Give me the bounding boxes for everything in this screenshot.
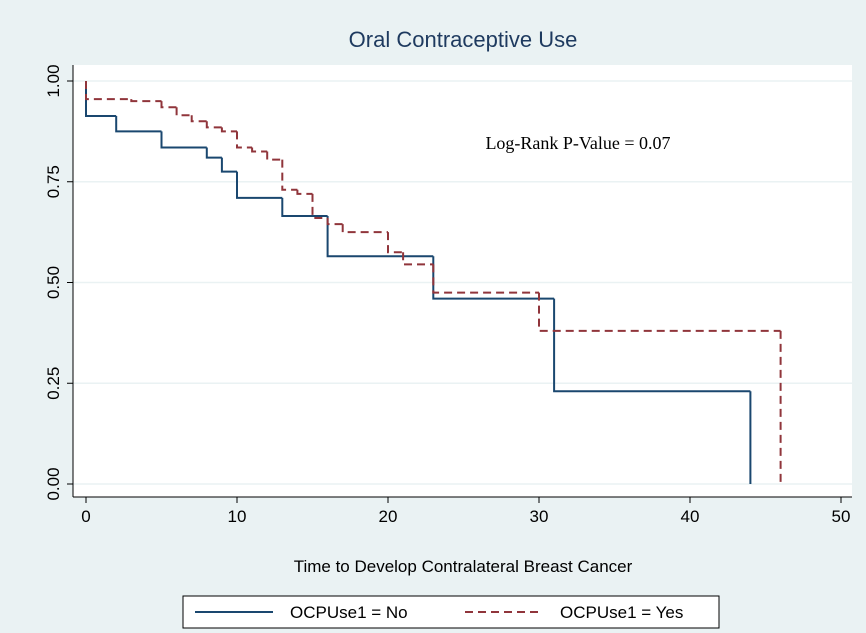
survival-step xyxy=(432,264,539,294)
survival-step xyxy=(115,116,162,133)
survival-step xyxy=(175,107,192,117)
survival-step xyxy=(85,81,132,101)
survival-step xyxy=(341,224,388,234)
x-tick-label: 40 xyxy=(681,507,700,526)
survival-step xyxy=(326,218,343,226)
survival-step xyxy=(205,147,222,159)
y-tick-label: 0.00 xyxy=(44,467,63,500)
x-tick-label: 50 xyxy=(832,507,851,526)
survival-step xyxy=(220,127,237,133)
legend-label: OCPUse1 = No xyxy=(290,603,408,622)
x-tick-label: 0 xyxy=(81,507,90,526)
x-tick-label: 20 xyxy=(379,507,398,526)
y-tick-label: 0.75 xyxy=(44,165,63,198)
survival-step xyxy=(281,197,328,218)
survival-step xyxy=(326,216,434,258)
survival-step xyxy=(553,298,751,393)
survival-step xyxy=(220,157,237,173)
survival-step xyxy=(236,131,253,149)
survival-step xyxy=(402,252,434,266)
survival-step xyxy=(296,189,313,195)
survival-step xyxy=(160,131,207,149)
legend-label: OCPUse1 = Yes xyxy=(560,603,683,622)
survival-step xyxy=(538,292,781,332)
survival-step xyxy=(236,171,283,199)
survival-step xyxy=(85,81,117,118)
survival-step xyxy=(281,159,298,191)
y-tick-label: 0.50 xyxy=(44,266,63,299)
y-tick-label: 1.00 xyxy=(44,64,63,97)
annotation: Log-Rank P-Value = 0.07 xyxy=(485,133,670,153)
survival-step xyxy=(266,151,283,161)
x-axis-label: Time to Develop Contralateral Breast Can… xyxy=(294,557,633,576)
chart-title: Oral Contraceptive Use xyxy=(349,27,578,52)
survival-step xyxy=(251,147,268,153)
y-tick-label: 0.25 xyxy=(44,367,63,400)
survival-step xyxy=(205,121,222,129)
x-tick-label: 30 xyxy=(530,507,549,526)
survival-step xyxy=(160,101,177,109)
survival-step xyxy=(190,115,207,123)
survival-step xyxy=(130,99,162,103)
survival-step xyxy=(387,232,404,254)
x-tick-label: 10 xyxy=(228,507,247,526)
plot-area xyxy=(73,65,852,497)
